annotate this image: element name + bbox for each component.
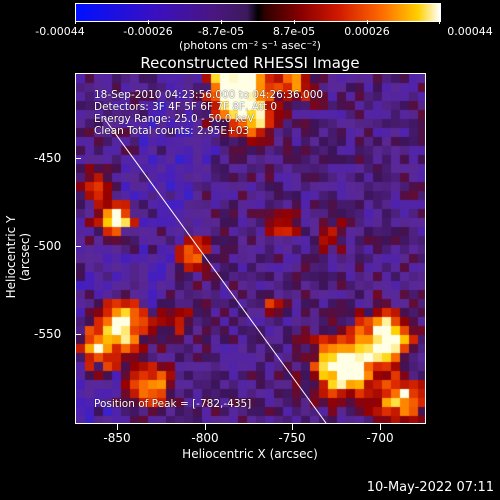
detectors-text: Detectors: 3F 4F 5F 6F 7F 8F, Att 0 <box>94 101 278 113</box>
colorbar-tick <box>75 20 76 24</box>
colorbar-tick <box>221 20 222 24</box>
y-tick <box>75 158 81 159</box>
colorbar-label: 8.7e-05 <box>272 25 316 38</box>
time-range-text: 18-Sep-2010 04:23:56.000 to 04:26:36.000 <box>94 89 324 101</box>
colorbar-tick <box>294 20 295 24</box>
y-tick <box>75 334 81 335</box>
x-tick <box>205 424 206 430</box>
colorbar <box>75 3 441 22</box>
y-tick-label: -450 <box>34 151 62 165</box>
colorbar-tick <box>148 20 149 24</box>
x-tick-label: -750 <box>278 431 306 445</box>
limb-line <box>103 117 327 423</box>
x-tick <box>117 424 118 430</box>
x-axis-label: Heliocentric X (arcsec) <box>182 447 318 461</box>
y-axis-label: Heliocentric Y (arcsec) <box>4 215 32 299</box>
colorbar-tick <box>367 20 368 24</box>
colorbar-label: 0.00044 <box>447 25 493 38</box>
clean-counts-text: Clean Total counts: 2.95E+03 <box>94 125 250 137</box>
rhessi-image <box>76 74 425 423</box>
x-tick-label: -700 <box>366 431 394 445</box>
colorbar-label: -0.00026 <box>123 25 173 38</box>
colorbar-tick <box>439 20 440 24</box>
peak-position-text: Position of Peak = [-782,-435] <box>94 398 252 410</box>
image-panel: 18-Sep-2010 04:23:56.000 to 04:26:36.000… <box>75 73 426 424</box>
y-tick <box>75 246 81 247</box>
x-tick-label: -850 <box>103 431 131 445</box>
colorbar-units: (photons cm⁻² s⁻¹ asec⁻²) <box>179 39 321 52</box>
plot-title: Reconstructed RHESSI Image <box>140 54 360 72</box>
x-tick-label: -800 <box>191 431 219 445</box>
colorbar-label: 0.00026 <box>344 25 390 38</box>
timestamp: 10-May-2022 07:11 <box>366 480 494 495</box>
y-tick-label: -550 <box>34 327 62 341</box>
y-tick-label: -500 <box>34 239 62 253</box>
colorbar-label: -0.00044 <box>35 25 85 38</box>
energy-range-text: Energy Range: 25.0 - 50.0 keV <box>94 113 255 125</box>
x-tick <box>380 424 381 430</box>
x-tick <box>292 424 293 430</box>
colorbar-label: -8.7e-05 <box>197 25 245 38</box>
